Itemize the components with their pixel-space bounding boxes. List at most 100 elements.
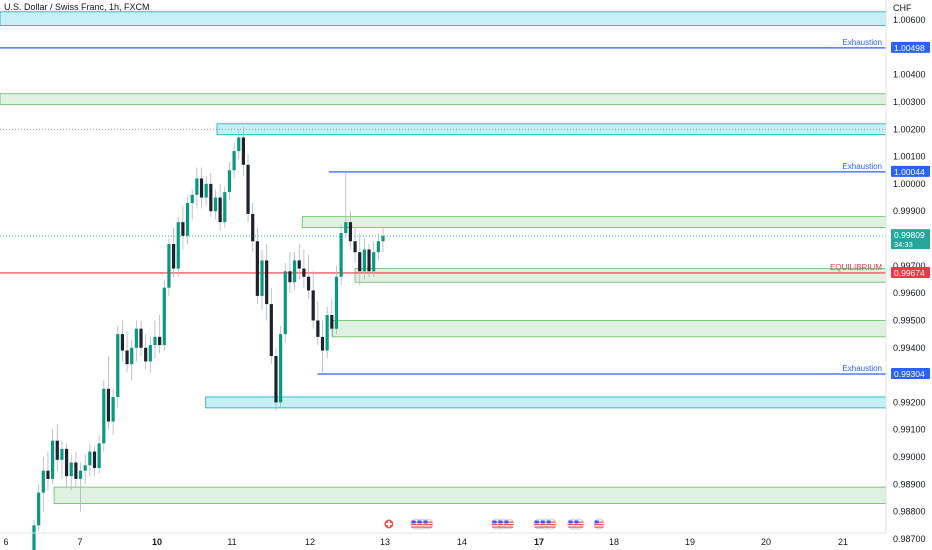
candles-layer	[32, 126, 385, 550]
us-flag-icon[interactable]	[593, 518, 605, 530]
svg-text:0.99809: 0.99809	[894, 230, 925, 240]
candle-bullish	[134, 328, 138, 348]
price-tick-label: 0.98900	[893, 479, 926, 489]
candle-bullish	[167, 243, 171, 288]
candle-bullish	[130, 347, 134, 365]
candle-bearish	[199, 178, 204, 198]
price-tick-label: 0.99400	[893, 343, 926, 353]
candle-bearish	[306, 276, 311, 291]
candle-bearish	[218, 197, 222, 223]
svg-text:1.00044: 1.00044	[894, 167, 925, 177]
level-annotation: EQUILIBRIUM	[830, 263, 882, 272]
price-tick-label: 1.00200	[893, 124, 926, 134]
candle-bearish	[265, 260, 269, 305]
candle-bearish	[92, 451, 97, 468]
demand-zone[interactable]	[0, 93, 887, 106]
price-tick-label: 0.99900	[893, 206, 926, 216]
level-price-badge: 1.00498	[891, 41, 930, 53]
us-flag-icon[interactable]	[573, 518, 585, 530]
price-tick-label: 1.00000	[893, 179, 926, 189]
candle-bearish	[367, 249, 371, 272]
demand-zone[interactable]	[354, 268, 887, 283]
candle-bullish	[153, 336, 157, 346]
price-tick-label: 1.00100	[893, 152, 926, 162]
time-tick-label: 14	[457, 537, 467, 547]
us-flag-icon[interactable]	[545, 518, 557, 530]
candle-bearish	[320, 336, 325, 351]
candle-bullish	[176, 222, 180, 269]
supply-zone[interactable]	[0, 11, 887, 26]
candle-bearish	[316, 320, 320, 337]
time-axis[interactable]: 6 7 10 11 12 13 14 17 18 19 20 21	[3, 537, 848, 547]
candle-bullish	[190, 194, 194, 204]
level-price-badge: 1.00044	[891, 165, 930, 177]
candle-bearish	[255, 241, 259, 296]
candle-bearish	[46, 470, 50, 479]
candle-bullish	[37, 492, 41, 526]
price-tick-label: 0.98700	[893, 534, 926, 544]
time-tick-label: 10	[152, 537, 162, 547]
candle-bullish	[372, 252, 376, 272]
candle-bearish	[330, 315, 334, 329]
candle-bearish	[209, 183, 213, 212]
level-annotation: Exhaustion	[842, 364, 882, 373]
price-tick-label: 0.99600	[893, 288, 926, 298]
price-tick-label: 1.00600	[893, 15, 926, 25]
candle-bullish	[376, 241, 380, 253]
swiss-flag-icon[interactable]	[383, 518, 395, 530]
level-price-badge: 0.99674	[891, 266, 930, 278]
candle-bearish	[139, 328, 143, 348]
candle-bearish	[241, 137, 245, 165]
candle-bullish	[283, 271, 287, 335]
candle-bullish	[41, 470, 45, 493]
candle-bullish	[162, 287, 166, 346]
candle-bearish	[246, 164, 250, 214]
candle-bullish	[97, 443, 101, 468]
level-annotation: Exhaustion	[842, 162, 882, 171]
price-tick-label: 1.00300	[893, 97, 926, 107]
demand-zone[interactable]	[53, 486, 887, 504]
price-tick-label: 0.99700	[893, 261, 926, 271]
candle-bearish	[274, 355, 278, 403]
candle-bearish	[297, 260, 301, 269]
time-tick-label: 17	[534, 537, 544, 547]
candle-bullish	[279, 334, 283, 403]
us-flag-icon[interactable]	[422, 518, 434, 530]
time-tick-label: 19	[685, 537, 695, 547]
price-tick-label: 0.99000	[893, 452, 926, 462]
candle-bullish	[362, 249, 366, 272]
candle-bullish	[116, 334, 120, 397]
candle-bullish	[148, 345, 152, 362]
supply-zone[interactable]	[205, 396, 887, 409]
demand-zone[interactable]	[301, 216, 887, 229]
price-tick-label: 0.99100	[893, 425, 926, 435]
level-price-badge: 0.99304	[891, 368, 930, 380]
time-tick-label: 12	[305, 537, 315, 547]
candle-bullish	[227, 170, 232, 193]
us-flag-icon[interactable]	[503, 518, 515, 530]
candle-bearish	[106, 388, 111, 422]
level-annotation: Exhaustion	[842, 38, 882, 47]
candle-bullish	[32, 525, 36, 550]
candle-bullish	[260, 260, 264, 296]
candle-bullish	[334, 276, 339, 329]
candle-bearish	[251, 213, 255, 242]
candle-bullish	[102, 388, 106, 444]
candle-bullish	[51, 440, 55, 479]
candle-bullish	[339, 233, 343, 277]
candle-bullish	[111, 396, 115, 422]
candle-bullish	[292, 260, 297, 283]
svg-text:34:33: 34:33	[894, 240, 913, 249]
candle-bullish	[344, 222, 348, 234]
demand-zone[interactable]	[332, 320, 887, 338]
candle-bearish	[64, 448, 69, 477]
price-tick-label: 0.98800	[893, 507, 926, 517]
candle-bullish	[204, 183, 208, 198]
candle-bearish	[358, 252, 362, 272]
supply-zone[interactable]	[216, 123, 887, 136]
events-layer	[383, 518, 605, 530]
candle-bullish	[381, 235, 385, 242]
